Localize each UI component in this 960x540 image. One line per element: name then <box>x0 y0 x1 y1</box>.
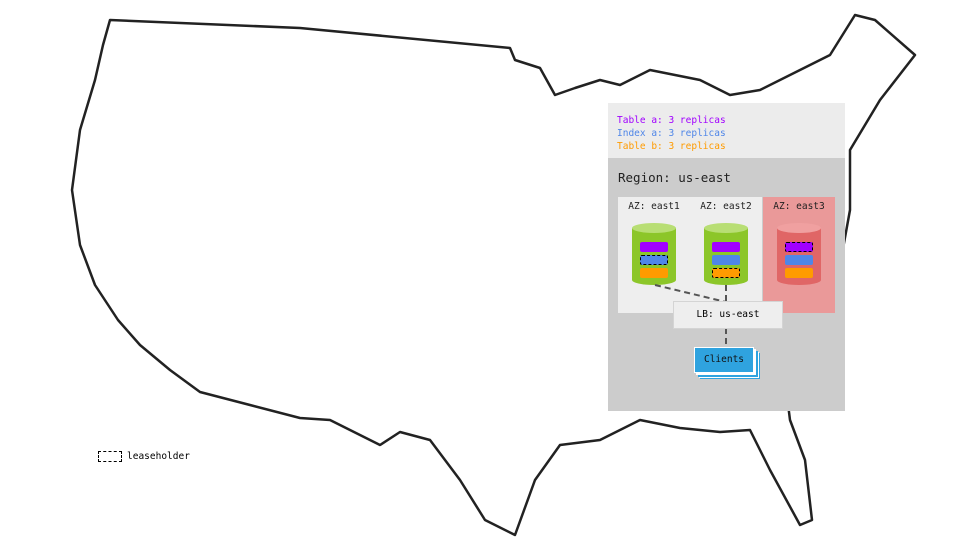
replica-index-a <box>785 255 813 265</box>
dashed-box-icon <box>98 451 122 462</box>
legend-index-a: Index a: 3 replicas <box>617 128 726 139</box>
az-label: AZ: east1 <box>628 201 680 212</box>
az-label: AZ: east3 <box>773 201 825 212</box>
replica-index-a <box>712 255 740 265</box>
az-east1: AZ: east1 <box>618 197 690 313</box>
replica-table-b <box>785 268 813 278</box>
load-balancer: LB: us-east <box>673 301 783 329</box>
replica-table-a <box>640 242 668 252</box>
legend-table-a: Table a: 3 replicas <box>617 115 726 126</box>
replica-table-a-leaseholder <box>785 242 813 252</box>
az-label: AZ: east2 <box>700 201 752 212</box>
az-east3-failed: AZ: east3 <box>763 197 835 313</box>
clients-box: Clients <box>694 347 754 373</box>
replica-index-a-leaseholder <box>640 255 668 265</box>
az-east2: AZ: east2 <box>690 197 762 313</box>
replica-table-b-leaseholder <box>712 268 740 278</box>
region-panel: Table a: 3 replicas Index a: 3 replicas … <box>608 103 845 411</box>
replica-legend: Table a: 3 replicas Index a: 3 replicas … <box>608 103 845 158</box>
region-label: Region: us-east <box>618 170 731 185</box>
connection-lines <box>654 284 727 347</box>
replica-table-b <box>640 268 668 278</box>
legend-table-b: Table b: 3 replicas <box>617 141 726 152</box>
leaseholder-label: leaseholder <box>127 451 190 462</box>
replica-table-a <box>712 242 740 252</box>
leaseholder-legend: leaseholder <box>98 451 190 462</box>
